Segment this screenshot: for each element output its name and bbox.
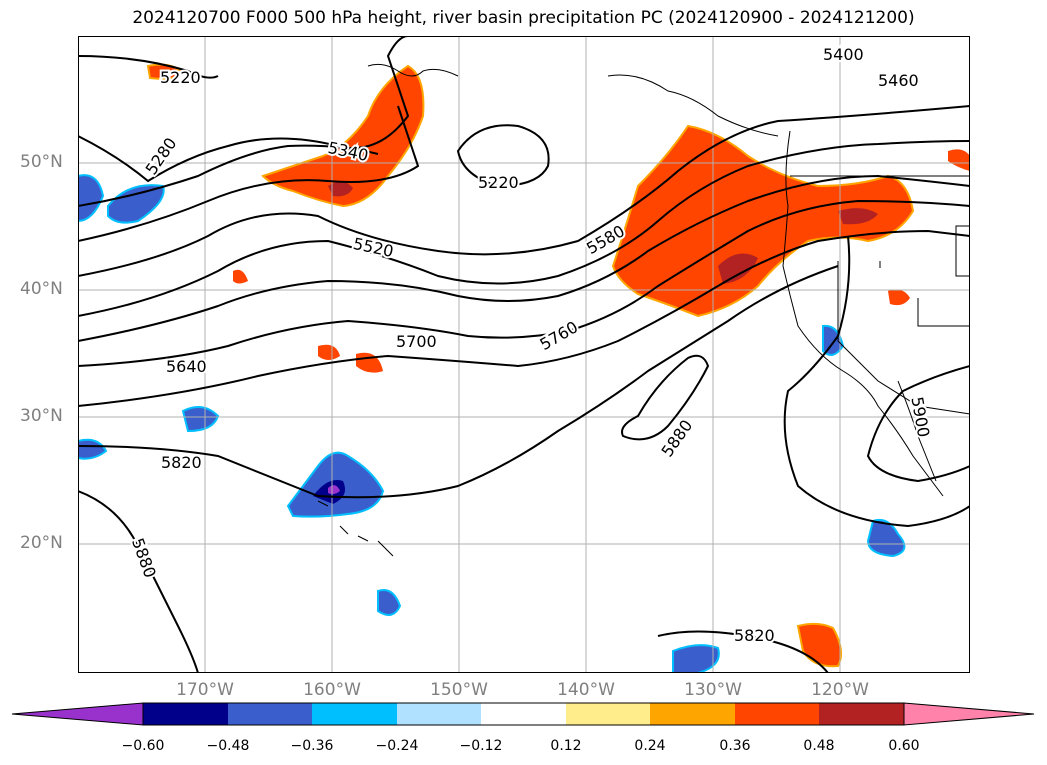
- contour-label: 5640: [166, 357, 207, 376]
- colorbar-extend-min: [11, 702, 144, 726]
- contour-label: 5820: [161, 453, 202, 472]
- colorbar: [11, 702, 1035, 726]
- lon-label: 160°W: [303, 680, 361, 700]
- lon-label: 150°W: [430, 680, 488, 700]
- colorbar-tick-label: −0.12: [459, 738, 503, 754]
- lon-label: 170°W: [176, 680, 234, 700]
- colorbar-bin: [650, 703, 735, 725]
- colorbar-bin: [312, 703, 397, 725]
- lat-label: 40°N: [20, 279, 63, 299]
- map-title: 2024120700 F000 500 hPa height, river ba…: [132, 8, 915, 28]
- colorbar-tick-label: −0.24: [375, 738, 419, 754]
- lat-label: 50°N: [20, 152, 63, 172]
- contour-label: 5220: [478, 173, 519, 192]
- colorbar-tick-label: 0.36: [719, 738, 751, 754]
- colorbar-tick-label: −0.60: [121, 738, 165, 754]
- colorbar-extend-max: [903, 702, 1035, 726]
- height-contours: [78, 36, 970, 673]
- colorbar-tick-label: −0.36: [290, 738, 334, 754]
- colorbar-tick-label: −0.48: [206, 738, 250, 754]
- colorbar-bin: [819, 703, 904, 725]
- map-panel: 5220 5280 5340 5220 5400 5460 5520 5580 …: [78, 36, 970, 673]
- colorbar-bin: [397, 703, 481, 725]
- lat-label: 20°N: [20, 533, 63, 553]
- lat-label: 30°N: [20, 406, 63, 426]
- colorbar-bin: [481, 703, 566, 725]
- colorbar-bin: [566, 703, 650, 725]
- contour-label: 5220: [160, 68, 201, 87]
- colorbar-tick-label: 0.24: [634, 738, 666, 754]
- lon-label: 140°W: [557, 680, 615, 700]
- colorbar-bin: [143, 703, 228, 725]
- contour-label: 5700: [396, 332, 437, 351]
- contour-label: 5460: [878, 71, 919, 90]
- colorbar-tick-label: 0.12: [550, 738, 582, 754]
- colorbar-bin: [735, 703, 819, 725]
- lon-label: 130°W: [684, 680, 742, 700]
- lon-label: 120°W: [811, 680, 869, 700]
- contour-label: 5820: [734, 626, 775, 645]
- contour-label: 5400: [823, 45, 864, 64]
- colorbar-bin: [228, 703, 312, 725]
- colorbar-tick-label: 0.60: [888, 738, 920, 754]
- colorbar-tick-label: 0.48: [803, 738, 835, 754]
